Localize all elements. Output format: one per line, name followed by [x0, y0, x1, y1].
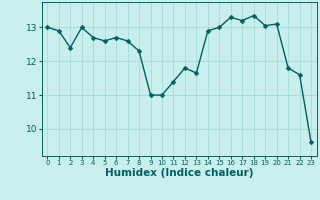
X-axis label: Humidex (Indice chaleur): Humidex (Indice chaleur)	[105, 168, 253, 178]
